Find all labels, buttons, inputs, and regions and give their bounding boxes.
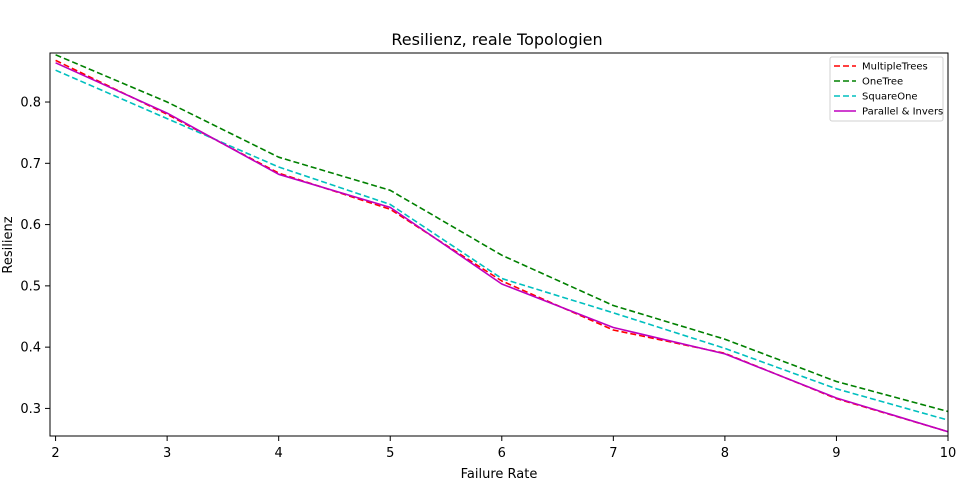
y-tick-label: 0.4 (20, 341, 41, 356)
y-tick-label: 0.7 (20, 157, 41, 172)
x-tick-label: 8 (721, 446, 729, 461)
legend-label: SquareOne (862, 92, 918, 103)
x-tick-label: 3 (163, 446, 171, 461)
legend-label: MultipleTrees (862, 62, 928, 73)
legend: MultipleTrees OneTree SquareOne Parallel & … (829, 56, 944, 122)
x-tick-label: 2 (51, 446, 59, 461)
x-tick-label: 4 (275, 446, 283, 461)
series-line-multipletrees (55, 59, 948, 433)
y-axis-label: Resilienz (1, 216, 16, 273)
x-tick-label: 6 (498, 446, 506, 461)
y-tick-label: 0.6 (20, 218, 41, 233)
series-line-parallel-invers (55, 62, 948, 433)
x-tick-label: 5 (386, 446, 394, 461)
legend-box (829, 56, 944, 122)
x-axis-label: Failure Rate (461, 467, 538, 482)
x-tick-label: 9 (832, 446, 840, 461)
plot-frame (49, 52, 949, 437)
y-tick-label: 0.8 (20, 96, 41, 111)
y-tick-label: 0.3 (20, 402, 41, 417)
y-tick-label: 0.5 (20, 279, 41, 294)
y-axis: 0.3 0.4 0.5 0.6 0.7 0.8 (20, 96, 50, 417)
legend-label: Parallel & Invers (862, 107, 943, 118)
chart-title: Resilienz, reale Topologien (391, 30, 602, 49)
series-line-onetree (55, 54, 948, 413)
x-axis: 2 3 4 5 6 7 8 9 10 (51, 436, 956, 461)
legend-label: OneTree (862, 77, 903, 88)
x-tick-label: 7 (609, 446, 617, 461)
series-line-squareone (55, 69, 948, 421)
plot-area (49, 52, 949, 437)
x-tick-label: 10 (940, 446, 957, 461)
series-layer (55, 54, 948, 433)
